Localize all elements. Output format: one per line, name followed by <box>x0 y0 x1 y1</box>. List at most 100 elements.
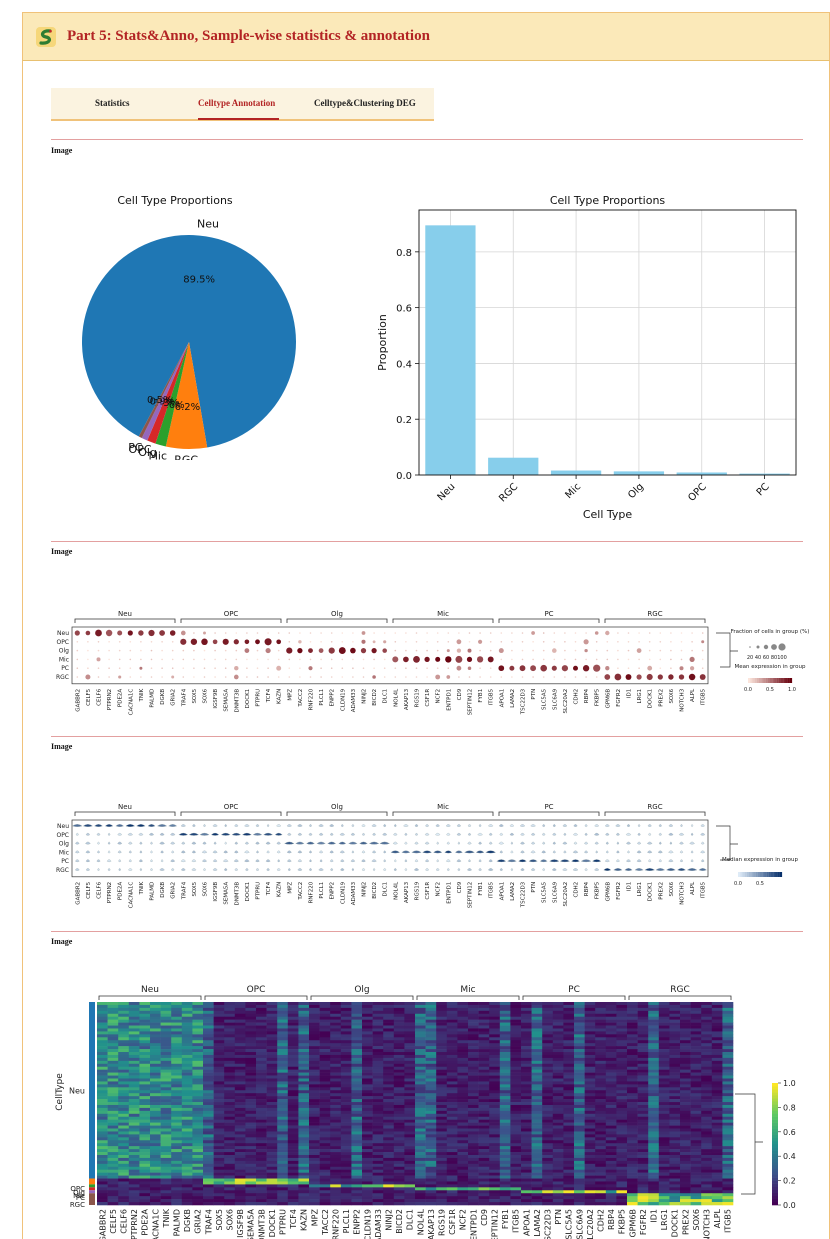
heatmap-cell <box>309 1066 320 1070</box>
heatmap-cell <box>552 1022 564 1026</box>
heatmap-cell <box>213 1093 225 1097</box>
heatmap-cell <box>415 1128 426 1132</box>
heatmap-cell <box>266 1025 278 1029</box>
heatmap-cell <box>150 1181 161 1185</box>
heatmap-cell <box>680 1166 691 1170</box>
heatmap-cell <box>319 1113 331 1118</box>
dot-gene-label: AKAP13 <box>404 688 410 710</box>
heatmap-cell <box>97 1078 108 1082</box>
tab-celltype-clustering-deg[interactable]: Celltype&Clustering DEG <box>314 98 416 108</box>
heatmap-cell <box>97 1099 108 1103</box>
dot-row-label: Mic <box>59 656 69 663</box>
heatmap-cell <box>627 1078 638 1082</box>
dot-mark <box>585 676 587 678</box>
heatmap-cell <box>605 1093 617 1097</box>
heatmap-cell <box>351 1060 363 1065</box>
dot-mark <box>140 676 142 678</box>
dot-mark <box>299 676 301 678</box>
heatmap-cell <box>319 1193 331 1197</box>
heatmap-cell <box>393 1010 405 1015</box>
heatmap-cell <box>510 1034 522 1038</box>
heatmap-cell <box>256 1028 267 1032</box>
heatmap-cell <box>574 1193 585 1197</box>
heatmap-cell <box>203 1031 214 1035</box>
heatmap-cell <box>128 1063 140 1068</box>
heatmap-cell <box>107 1013 119 1018</box>
heatmap-cell <box>203 1022 214 1026</box>
heatmap-cell <box>457 1028 469 1032</box>
heatmap-cell <box>616 1043 628 1047</box>
heatmap-cell <box>309 1081 320 1085</box>
dot-gene-label: PTPRU <box>256 689 262 707</box>
heatmap-cell <box>637 1052 649 1056</box>
heatmap-cell <box>574 1099 585 1103</box>
heatmap-cell <box>521 1016 532 1020</box>
heatmap-cell <box>627 1054 638 1059</box>
heatmap-cell <box>351 1075 363 1079</box>
heatmap-cell <box>309 1057 320 1062</box>
heatmap-group-label: OPC <box>247 985 266 995</box>
heatmap-cell <box>711 1087 723 1091</box>
heatmap-cell <box>584 1084 596 1088</box>
heatmap-cell <box>319 1149 331 1153</box>
heatmap-cell <box>478 1116 490 1120</box>
dot-mark <box>466 656 473 663</box>
heatmap-cell <box>309 1125 320 1129</box>
heatmap-cell <box>680 1187 691 1191</box>
heatmap-cell <box>605 1157 617 1162</box>
heatmap-cell <box>372 1087 384 1091</box>
heatmap-cell <box>330 1066 342 1070</box>
violin-mark <box>394 859 397 863</box>
heatmap-cell <box>701 1128 713 1132</box>
heatmap-cell <box>584 1057 596 1062</box>
heatmap-cell <box>107 1154 119 1159</box>
violin-mark <box>362 832 365 836</box>
heatmap-cell <box>711 1060 723 1065</box>
heatmap-cell <box>711 1104 723 1109</box>
violin-mark <box>340 824 344 827</box>
dot-mark <box>638 658 640 661</box>
tab-statistics[interactable]: Statistics <box>95 98 130 108</box>
heatmap-cell <box>648 1007 660 1012</box>
heatmap-cell <box>181 1016 193 1020</box>
heatmap-cell <box>680 1113 691 1118</box>
heatmap-cell <box>213 1034 225 1038</box>
heatmap-cell <box>468 1010 479 1015</box>
heatmap-cell <box>542 1046 554 1050</box>
heatmap-cell <box>446 1099 458 1103</box>
violin-mark <box>573 824 578 827</box>
heatmap-cell <box>584 1166 596 1170</box>
heatmap-cell <box>192 1104 204 1109</box>
heatmap-cell <box>107 1166 119 1170</box>
heatmap-cell <box>213 1096 225 1100</box>
heatmap-cell <box>351 1043 363 1047</box>
heatmap-cell <box>605 1090 617 1094</box>
heatmap-cell <box>404 1193 416 1197</box>
heatmap-cell <box>552 1054 564 1059</box>
heatmap-cell <box>468 1187 479 1191</box>
violin-mark <box>255 841 260 845</box>
heatmap-cell <box>468 1125 479 1129</box>
heatmap-cell <box>372 1004 384 1009</box>
violin-mark <box>170 832 176 836</box>
heatmap-cell <box>552 1007 564 1012</box>
tab-celltype-annotation[interactable]: Celltype Annotation <box>198 98 276 108</box>
heatmap-cell <box>478 1166 490 1170</box>
pie-label-pc: PC <box>128 441 143 454</box>
violin-mark <box>350 859 356 863</box>
heatmap-cell <box>563 1090 575 1094</box>
dot-gene-label: GRIA2 <box>171 689 177 706</box>
heatmap-cell <box>298 1122 310 1126</box>
heatmap-cell <box>510 1090 522 1094</box>
heatmap-cell <box>128 1078 140 1082</box>
heatmap-cell <box>711 1181 723 1185</box>
dot-mark <box>362 658 365 661</box>
heatmap-cell <box>118 1002 130 1006</box>
heatmap-cell <box>489 1013 501 1018</box>
dot-legend-fraction-title: Fraction of cells in group (%) <box>731 629 810 635</box>
violin-mark <box>276 850 281 854</box>
heatmap-cell <box>468 1178 479 1182</box>
heatmap-cell <box>150 1052 161 1056</box>
dot-mark <box>426 649 428 652</box>
heatmap-cell <box>298 1175 310 1179</box>
